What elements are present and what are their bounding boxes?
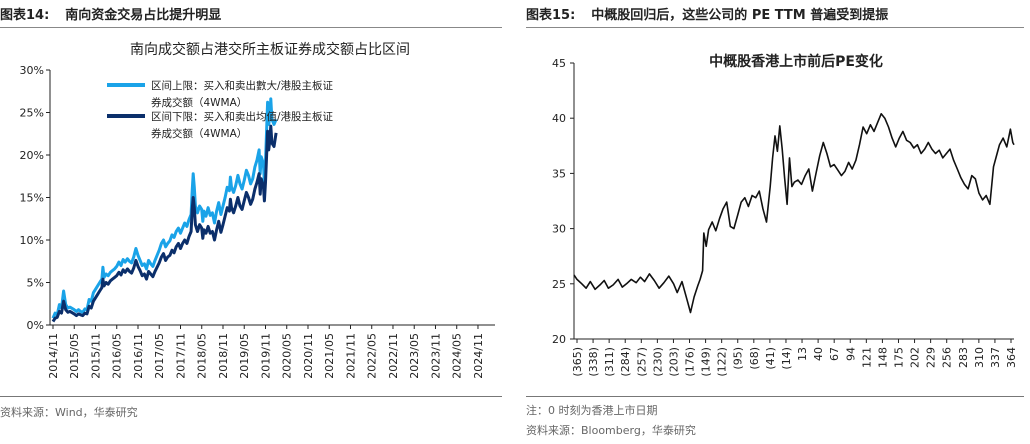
left-y-tick-label: 20% bbox=[20, 149, 44, 162]
right-x-tick-label: (203) bbox=[667, 347, 680, 377]
left-y-tick-label: 5% bbox=[27, 277, 44, 290]
right-x-tick-label: (257) bbox=[635, 347, 648, 377]
left-footer-rule bbox=[0, 396, 502, 397]
lower-series-line bbox=[51, 124, 278, 323]
left-x-tick-label: 2017/11 bbox=[174, 333, 187, 379]
left-x-tick-label: 2016/05 bbox=[111, 333, 124, 379]
left-x-tick-label: 2024/11 bbox=[472, 333, 485, 379]
left-x-tick-label: 2021/05 bbox=[323, 333, 336, 379]
left-x-tick-label: 2022/05 bbox=[366, 333, 379, 379]
right-x-tick-label: (122) bbox=[716, 347, 729, 377]
left-figure-title: 南向资金交易占比提升明显 bbox=[65, 8, 222, 23]
right-y-tick-label: 30 bbox=[552, 223, 566, 236]
right-x-tick-label: 13 bbox=[796, 347, 809, 361]
legend-label-lower: 券成交额（4WMA） bbox=[151, 127, 247, 140]
left-source-note: 资料来源：Wind，华泰研究 bbox=[0, 406, 138, 419]
right-x-tick-label: 94 bbox=[844, 347, 857, 361]
right-figure-title: 中概股回归后，这些公司的 PE TTM 普遍受到提振 bbox=[591, 8, 889, 23]
right-figure-panel: 图表15: 中概股回归后，这些公司的 PE TTM 普遍受到提振 中概股香港上市前… bbox=[526, 0, 1030, 444]
right-y-tick-label: 25 bbox=[552, 278, 566, 291]
left-x-tick-label: 2018/05 bbox=[196, 333, 209, 379]
left-x-tick-label: 2019/11 bbox=[259, 333, 272, 379]
pe-series-line bbox=[573, 113, 1015, 314]
left-x-tick-label: 2017/05 bbox=[153, 333, 166, 379]
right-x-tick-label: (68) bbox=[748, 347, 761, 370]
left-y-tick-label: 15% bbox=[20, 192, 44, 205]
right-x-tick-label: 283 bbox=[957, 347, 970, 368]
right-y-tick-label: 45 bbox=[552, 57, 566, 70]
left-chart-title: 南向成交额占港交所主板证券成交额占比区间 bbox=[130, 41, 410, 58]
right-x-tick-label: 364 bbox=[1005, 347, 1018, 368]
right-x-tick-label: 337 bbox=[989, 347, 1002, 368]
left-x-tick-label: 2015/11 bbox=[89, 333, 102, 379]
right-x-tick-label: (176) bbox=[684, 347, 697, 377]
left-x-tick-label: 2015/05 bbox=[68, 333, 81, 379]
left-figure-label: 图表14: bbox=[0, 8, 50, 23]
left-x-tick-label: 2021/11 bbox=[344, 333, 357, 379]
right-x-tick-label: (14) bbox=[780, 347, 793, 370]
left-figure-panel: 图表14: 南向资金交易占比提升明显 南向成交额占港交所主板证券成交额占比区间 0%… bbox=[0, 0, 502, 444]
right-x-tick-label: 67 bbox=[828, 347, 841, 361]
left-y-tick-label: 25% bbox=[20, 107, 44, 120]
right-header-rule bbox=[526, 27, 1024, 28]
right-x-tick-label: 310 bbox=[973, 347, 986, 368]
right-chart: 中概股香港上市前后PE变化 20 25 30 35 40 45 (365) (338) (311)… bbox=[552, 53, 1018, 377]
right-x-tick-label: 148 bbox=[876, 347, 889, 368]
left-figure-header: 图表14: 南向资金交易占比提升明显 bbox=[0, 4, 221, 26]
right-figure-header: 图表15: 中概股回归后，这些公司的 PE TTM 普遍受到提振 bbox=[526, 4, 888, 26]
legend-label-lower: 区间下限：买入和卖出均值/港股主板证 bbox=[151, 110, 334, 123]
right-source-note: 资料来源：Bloomberg，华泰研究 bbox=[526, 424, 696, 437]
right-x-tick-label: 229 bbox=[925, 347, 938, 368]
right-y-tick-label: 20 bbox=[552, 333, 566, 346]
legend-label-upper: 区间上限：买入和卖出數大/港股主板证 bbox=[151, 79, 334, 92]
right-x-tick-label: 202 bbox=[909, 347, 922, 368]
left-x-tick-label: 2014/11 bbox=[47, 333, 60, 379]
right-figure-label: 图表15: bbox=[526, 8, 576, 23]
right-x-tick-label: 175 bbox=[892, 347, 905, 368]
right-x-tick-label: (284) bbox=[619, 347, 632, 377]
left-x-tick-label: 2022/11 bbox=[387, 333, 400, 379]
left-header-rule bbox=[0, 27, 502, 28]
left-y-tick-label: 0% bbox=[27, 319, 44, 332]
right-x-tick-label: (230) bbox=[651, 347, 664, 377]
right-x-tick-label: 256 bbox=[941, 347, 954, 368]
right-y-tick-label: 40 bbox=[552, 112, 566, 125]
legend-label-upper: 券成交额（4WMA） bbox=[151, 96, 247, 109]
right-x-tick-label: (365) bbox=[571, 347, 584, 377]
left-x-tick-label: 2023/11 bbox=[429, 333, 442, 379]
right-y-tick-label: 35 bbox=[552, 167, 566, 180]
right-chart-note: 注：0 时刻为香港上市日期 bbox=[526, 404, 658, 417]
left-x-tick-label: 2019/05 bbox=[238, 333, 251, 379]
right-footer-rule bbox=[526, 396, 1024, 397]
right-x-tick-label: 40 bbox=[812, 347, 825, 361]
left-x-tick-label: 2020/11 bbox=[302, 333, 315, 379]
upper-series-line bbox=[51, 97, 278, 319]
right-x-tick-label: (95) bbox=[732, 347, 745, 370]
left-y-tick-label: 30% bbox=[20, 64, 44, 77]
right-chart-title: 中概股香港上市前后PE变化 bbox=[709, 53, 883, 70]
left-x-tick-label: 2016/11 bbox=[132, 333, 145, 379]
left-x-tick-label: 2020/05 bbox=[281, 333, 294, 379]
right-x-tick-label: (149) bbox=[700, 347, 713, 377]
left-x-tick-label: 2023/05 bbox=[408, 333, 421, 379]
right-x-tick-label: (311) bbox=[603, 347, 616, 377]
left-chart: 南向成交额占港交所主板证券成交额占比区间 0% 5% 10% 15% 20% 25% 30% 2… bbox=[20, 41, 495, 379]
left-y-tick-label: 10% bbox=[20, 234, 44, 247]
right-x-tick-label: (41) bbox=[764, 347, 777, 370]
left-x-tick-label: 2018/11 bbox=[217, 333, 230, 379]
right-x-tick-label: (338) bbox=[587, 347, 600, 377]
left-x-tick-label: 2024/05 bbox=[451, 333, 464, 379]
right-x-tick-label: 121 bbox=[860, 347, 873, 368]
